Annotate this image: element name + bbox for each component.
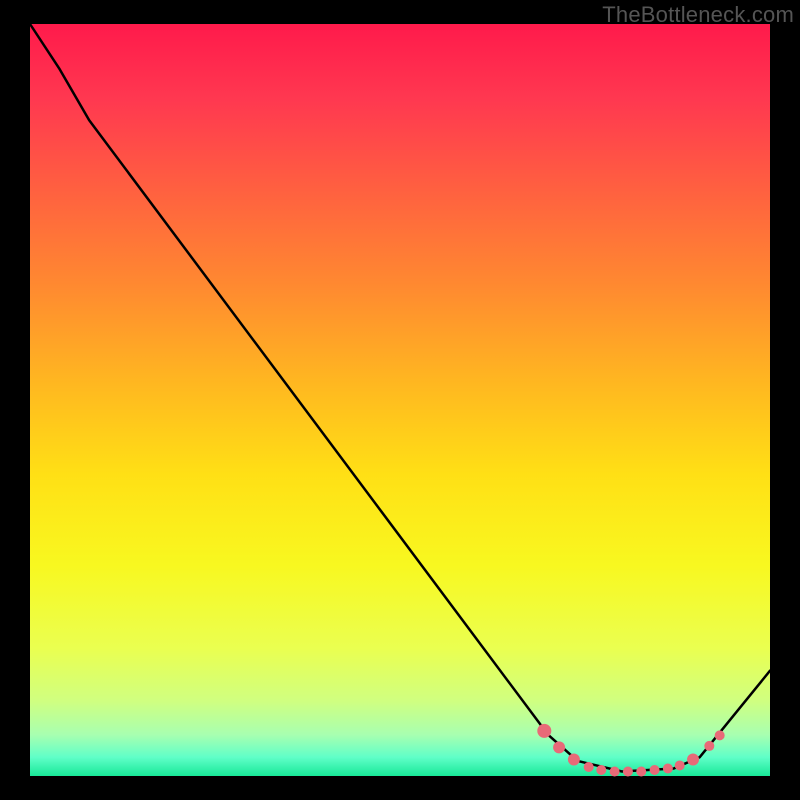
curve-marker (568, 753, 580, 765)
curve-marker (636, 766, 646, 776)
curve-marker (596, 765, 606, 775)
curve-marker (537, 724, 551, 738)
curve-marker (584, 762, 594, 772)
curve-marker (675, 760, 685, 770)
curve-marker (704, 741, 714, 751)
curve-marker (663, 763, 673, 773)
bottleneck-chart (0, 0, 800, 800)
curve-marker (650, 765, 660, 775)
curve-marker (623, 766, 633, 776)
chart-container: TheBottleneck.com (0, 0, 800, 800)
curve-marker (715, 730, 725, 740)
curve-marker (553, 741, 565, 753)
curve-marker (610, 766, 620, 776)
curve-marker (687, 753, 699, 765)
plot-background (30, 24, 770, 776)
